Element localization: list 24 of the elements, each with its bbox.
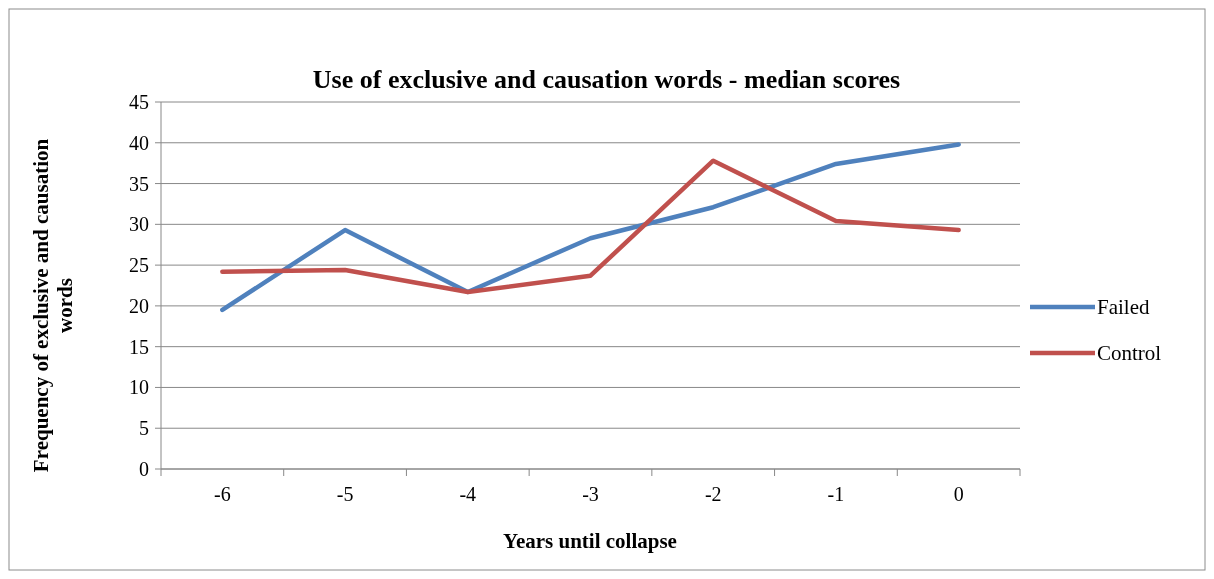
x-tick-label: -3 [582, 483, 599, 505]
x-tick-label: -6 [214, 483, 231, 505]
legend-label: Control [1097, 341, 1162, 366]
y-tick-label: 0 [139, 458, 149, 480]
x-tick-label: -4 [459, 483, 477, 505]
y-tick-label: 15 [129, 335, 149, 358]
x-tick-label: -2 [704, 483, 722, 505]
y-tick-label: 35 [129, 172, 149, 195]
chart-title: Use of exclusive and causation words - median scores [312, 65, 901, 94]
y-tick-label: 45 [129, 91, 149, 113]
y-tick-label: 10 [129, 376, 149, 399]
y-axis-title: Frequency of exclusive and causation words [29, 138, 77, 473]
y-tick-label: 5 [139, 417, 149, 440]
y-tick-label: 30 [129, 213, 149, 236]
legend-label: Failed [1097, 295, 1150, 320]
line-series [220, 142, 961, 313]
x-tick-label: 0 [953, 483, 964, 505]
x-axis-title: Years until collapse [503, 529, 677, 553]
y-tick-label: 40 [129, 131, 149, 154]
y-tick-label: 25 [129, 254, 149, 277]
x-tick-label: -5 [336, 483, 354, 505]
y-tick-label: 20 [129, 294, 149, 317]
line-series [220, 158, 961, 295]
x-tick-label: -1 [827, 483, 845, 505]
